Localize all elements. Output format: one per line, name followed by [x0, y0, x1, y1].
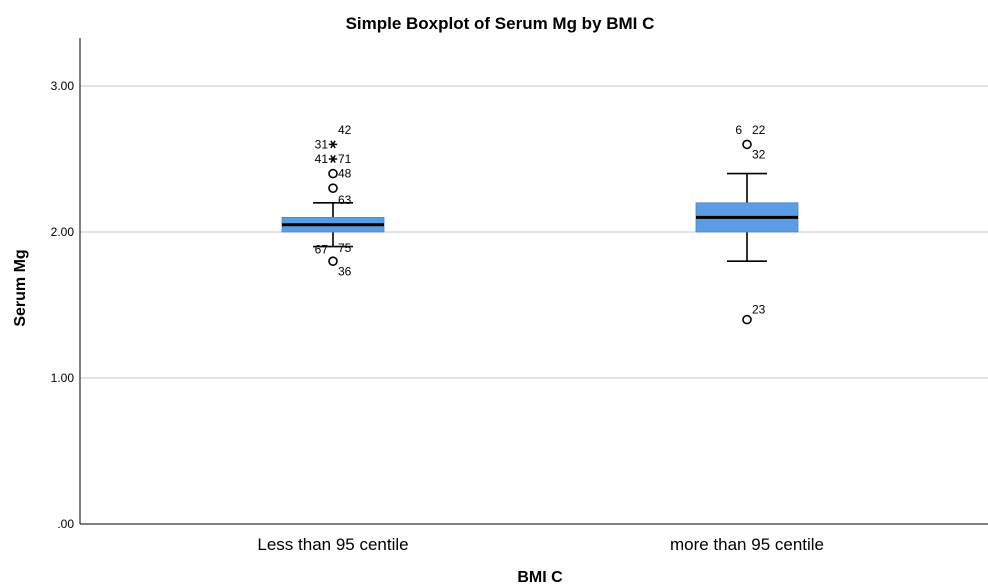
outlier-case-label: 31	[315, 137, 329, 151]
outlier-circle	[328, 168, 338, 179]
y-axis-title: Serum Mg	[12, 249, 29, 326]
x-tick-label: Less than 95 centile	[257, 535, 408, 554]
outlier-circle	[328, 256, 338, 267]
chart-title: Simple Boxplot of Serum Mg by BMI C	[346, 14, 655, 33]
outlier-case-label: 48	[338, 167, 352, 181]
outlier-circle	[742, 314, 752, 325]
outlier-case-label: 6	[735, 123, 742, 137]
box-2	[695, 139, 799, 325]
axes: .00 1.00 2.00 3.00 Less than 95 centile more …	[51, 38, 988, 554]
outlier-circle	[742, 139, 752, 150]
outlier-case-label: 75	[338, 241, 352, 255]
outlier-extreme-star	[328, 154, 338, 164]
box-1	[281, 140, 385, 267]
outlier-circle	[328, 183, 338, 193]
y-tick-label: .00	[57, 517, 74, 531]
y-tick-label: 1.00	[51, 371, 75, 385]
gridlines	[80, 85, 988, 379]
outlier-case-label: 22	[752, 123, 766, 137]
boxes	[281, 139, 799, 325]
outlier-case-label: 36	[338, 264, 352, 278]
y-tick-label: 3.00	[51, 79, 75, 93]
outlier-case-label: 42	[338, 123, 352, 137]
outlier-case-label: 41	[315, 152, 329, 166]
y-tick-label: 2.00	[51, 225, 75, 239]
outlier-case-label: 67	[315, 243, 329, 257]
outlier-case-label: 63	[338, 193, 352, 207]
x-axis-title: BMI C	[517, 569, 563, 586]
x-tick-label: more than 95 centile	[670, 535, 824, 554]
outlier-case-label: 23	[752, 302, 766, 316]
outlier-case-label: 71	[338, 152, 352, 166]
outlier-case-label: 32	[752, 148, 766, 162]
outlier-extreme-star	[328, 140, 338, 149]
